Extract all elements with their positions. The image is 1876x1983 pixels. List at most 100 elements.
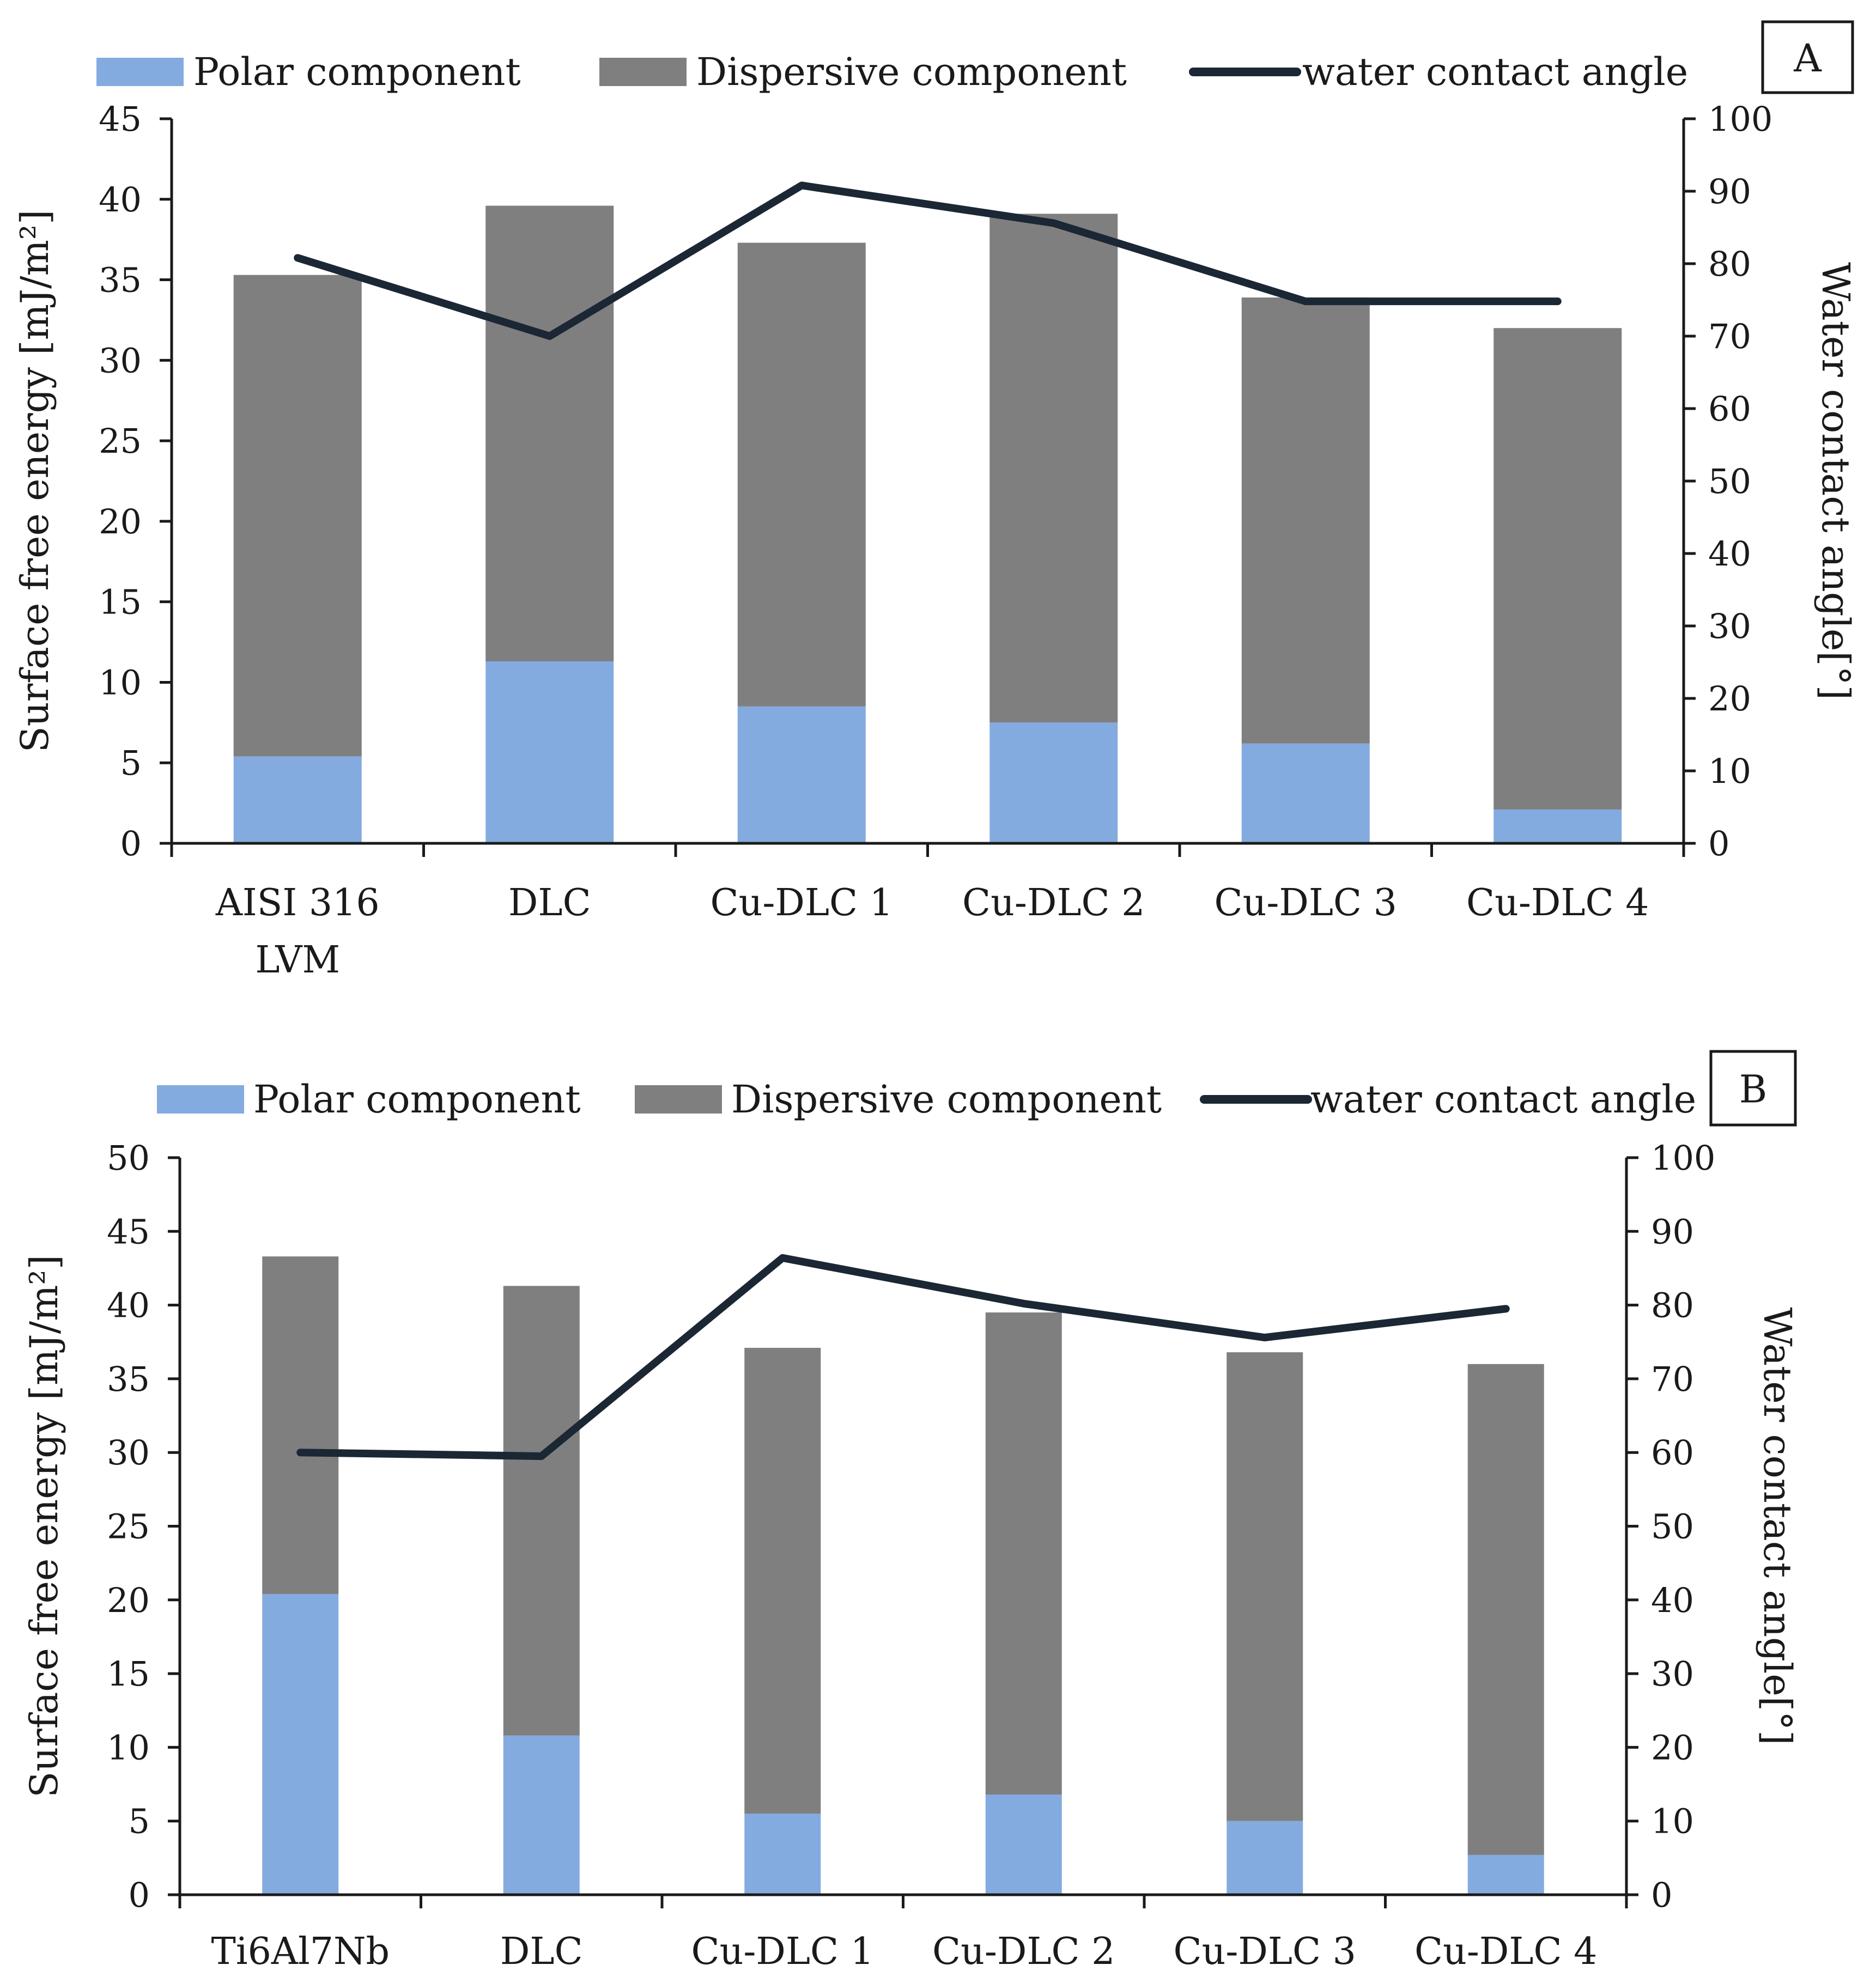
bar-polar [1493, 809, 1622, 843]
y-tick-label-left: 15 [107, 1654, 150, 1694]
legend-swatch-polar [96, 58, 184, 86]
legend-label: Polar component [193, 50, 521, 94]
y-tick-label-left: 40 [99, 180, 142, 220]
legend-label: water contact angle [1310, 1077, 1696, 1122]
bar-dispersive [1227, 1352, 1303, 1821]
y-tick-label-right: 80 [1651, 1286, 1694, 1325]
legend-label: water contact angle [1302, 50, 1688, 94]
y-tick-label-right: 80 [1708, 244, 1751, 284]
y-tick-label-left: 10 [107, 1727, 150, 1767]
panel-label: A [1793, 36, 1822, 81]
x-tick-label: Ti6Al7Nb [211, 1930, 390, 1973]
y-tick-label-right: 30 [1651, 1654, 1694, 1694]
y-tick-label-right: 40 [1651, 1580, 1694, 1620]
y-axis-label: Surface free energy [mJ/m²] [22, 1255, 66, 1798]
bar-polar [737, 706, 866, 843]
y-tick-label-right: 100 [1708, 99, 1772, 139]
x-tick-label: DLC [500, 1930, 583, 1973]
y-tick-label-left: 5 [120, 743, 142, 783]
x-tick-label: Cu-DLC 3 [1215, 881, 1397, 924]
y-tick-label-left: 30 [107, 1433, 150, 1473]
y-tick-label-left: 40 [107, 1286, 150, 1325]
y-tick-label-right: 50 [1651, 1507, 1694, 1547]
y-tick-label-left: 10 [99, 662, 142, 702]
x-tick-label: Cu-DLC 1 [691, 1930, 874, 1973]
bar-polar [1227, 1821, 1303, 1895]
bar-dispersive [1467, 1364, 1544, 1855]
y-tick-label-right: 70 [1708, 317, 1751, 356]
y-tick-label-left: 50 [107, 1138, 150, 1178]
bar-polar [989, 722, 1118, 843]
y-tick-label-left: 0 [120, 824, 142, 863]
bar-dispersive [503, 1286, 580, 1736]
y-tick-label-right: 30 [1708, 606, 1751, 646]
panel-label-box [1709, 1050, 1797, 1127]
bar-dispersive [1493, 328, 1622, 810]
bar-polar [262, 1593, 339, 1895]
y-tick-label-left: 5 [129, 1802, 150, 1841]
y-tick-label-right: 60 [1708, 389, 1751, 429]
bar-polar [1241, 743, 1370, 843]
y-tick-label-left: 30 [99, 340, 142, 380]
y-axis-label: Surface free energy [mJ/m²] [13, 210, 57, 753]
panel-label: B [1739, 1067, 1767, 1112]
x-tick-label: Cu-DLC 4 [1466, 881, 1649, 924]
y-tick-label-left: 45 [99, 99, 142, 139]
series-line-water-contact-angle [296, 1254, 1510, 1460]
y-tick-label-left: 35 [99, 260, 142, 300]
legend-swatch-polar [157, 1085, 244, 1114]
bar-dispersive [989, 214, 1118, 723]
x-tick-label: LVM [255, 939, 340, 982]
y-tick-label-right: 60 [1651, 1433, 1694, 1473]
x-tick-label: AISI 316 [215, 881, 380, 924]
x-tick-label: DLC [508, 881, 591, 924]
y-tick-label-right: 20 [1708, 679, 1751, 719]
x-tick-label: Cu-DLC 2 [932, 1930, 1115, 1973]
y-tick-label-left: 45 [107, 1212, 150, 1251]
y-tick-label-right: 40 [1708, 534, 1751, 574]
x-tick-label: Cu-DLC 1 [711, 881, 893, 924]
y-tick-label-right: 0 [1708, 824, 1729, 863]
bar-dispersive [1241, 297, 1370, 744]
y-tick-label-right: 90 [1708, 172, 1751, 211]
legend-swatch-dispersive [599, 58, 687, 86]
x-tick-label: Cu-DLC 4 [1414, 1930, 1597, 1973]
y2-axis-label: Water contact angle[°] [1813, 262, 1858, 700]
y-tick-label-left: 35 [107, 1359, 150, 1399]
x-tick-label: Cu-DLC 3 [1174, 1930, 1356, 1973]
y-tick-label-right: 70 [1651, 1359, 1694, 1399]
chart-panel-A: 0 5 10 15 20 25 30 35 40 45 0 10 20 30 40 50 60 70 80 90 100… [13, 20, 1858, 982]
bar-polar [744, 1814, 821, 1895]
y-tick-label-left: 0 [129, 1875, 150, 1915]
y-tick-label-left: 25 [99, 421, 142, 461]
y-tick-label-right: 10 [1708, 751, 1751, 791]
bar-dispersive [985, 1312, 1062, 1795]
y-tick-label-right: 0 [1651, 1875, 1672, 1915]
bar-polar [503, 1735, 580, 1895]
series-line-water-contact-angle [294, 181, 1562, 340]
y-tick-label-right: 90 [1651, 1212, 1694, 1251]
x-tick-label: Cu-DLC 2 [962, 881, 1145, 924]
panel-label-box [1761, 20, 1854, 94]
bar-dispersive [744, 1348, 821, 1814]
bar-polar [233, 756, 362, 843]
y-tick-label-right: 50 [1708, 461, 1751, 501]
y-tick-label-left: 15 [99, 582, 142, 622]
y-tick-label-left: 20 [99, 502, 142, 542]
bar-dispersive [233, 275, 362, 757]
legend-label: Dispersive component [731, 1077, 1162, 1122]
chart-panel-B: 0 5 10 15 20 25 30 35 40 45 50 0 10 20 30 40 50 60 70 80 90 1… [22, 1050, 1800, 1973]
legend-swatch-dispersive [635, 1085, 722, 1114]
bar-dispersive [262, 1256, 339, 1594]
y2-axis-label: Water contact angle[°] [1755, 1307, 1800, 1745]
bar-polar [985, 1794, 1062, 1895]
y-tick-label-left: 20 [107, 1580, 150, 1620]
bar-polar [1467, 1854, 1544, 1895]
bar-polar [485, 661, 614, 843]
bar-dispersive [737, 242, 866, 707]
legend-label: Polar component [253, 1077, 581, 1122]
y-tick-label-left: 25 [107, 1507, 150, 1547]
y-tick-label-right: 100 [1651, 1138, 1715, 1178]
bar-dispersive [485, 205, 614, 662]
